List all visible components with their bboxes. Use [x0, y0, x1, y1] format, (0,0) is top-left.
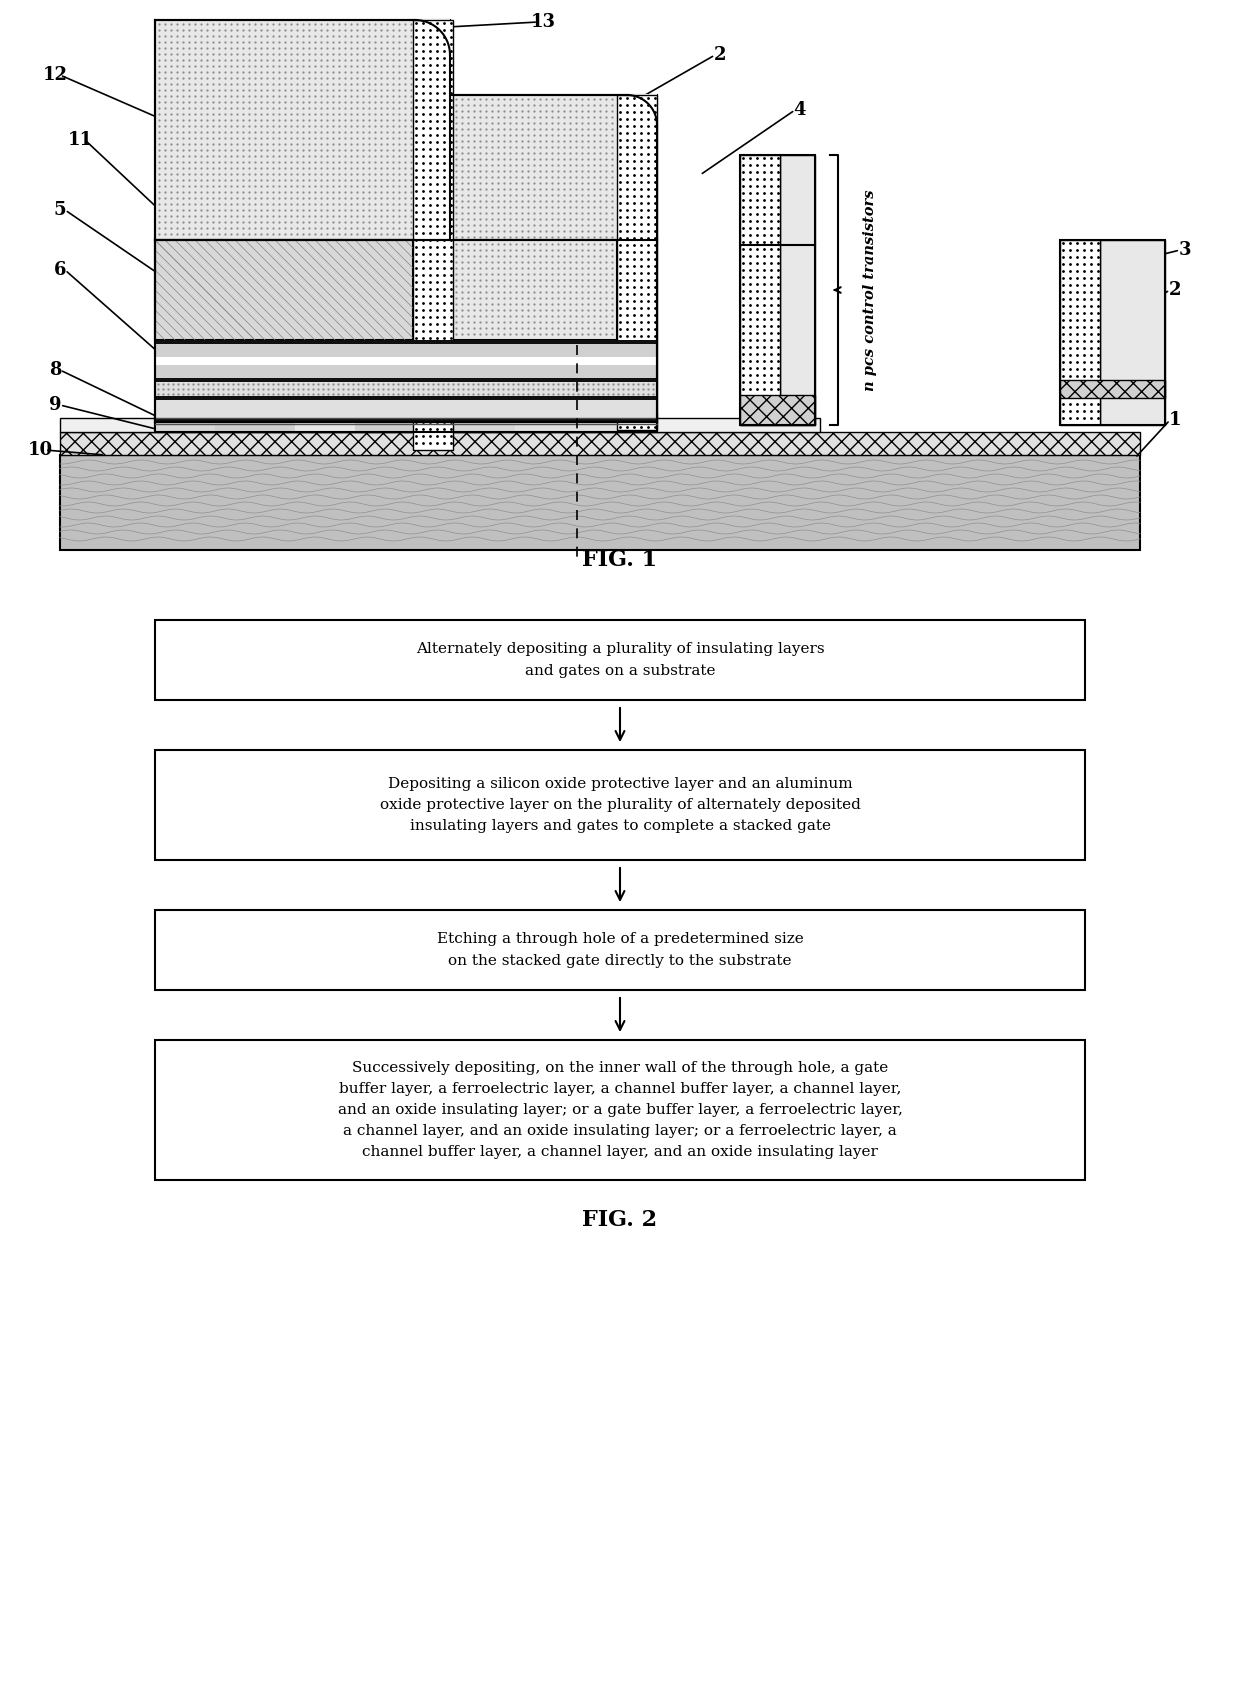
Bar: [1100, 241, 1166, 424]
Bar: [155, 401, 657, 418]
Text: 3: 3: [1179, 241, 1192, 259]
Bar: [155, 20, 450, 241]
Text: 13: 13: [531, 13, 556, 30]
Bar: [355, 414, 435, 433]
Text: 11: 11: [67, 131, 93, 148]
Bar: [740, 155, 780, 424]
Bar: [155, 20, 657, 241]
Bar: [155, 377, 657, 382]
Bar: [155, 382, 657, 396]
Bar: [1060, 241, 1166, 424]
Bar: [60, 418, 820, 433]
Text: FIG. 2: FIG. 2: [583, 1209, 657, 1231]
Bar: [740, 155, 815, 424]
Bar: [740, 396, 815, 424]
Text: 2: 2: [714, 45, 727, 64]
Text: Depositing a silicon oxide protective layer and an aluminum
oxide protective lay: Depositing a silicon oxide protective la…: [379, 776, 861, 834]
Bar: [155, 620, 1085, 701]
Bar: [155, 396, 657, 401]
Bar: [155, 241, 413, 340]
Polygon shape: [415, 20, 450, 56]
Bar: [295, 414, 355, 433]
Bar: [155, 357, 657, 365]
Bar: [780, 155, 815, 424]
Bar: [60, 433, 1140, 455]
Polygon shape: [627, 94, 657, 125]
Text: n pcs control transistors: n pcs control transistors: [863, 189, 877, 391]
Bar: [453, 94, 657, 241]
Bar: [515, 414, 657, 433]
Bar: [155, 909, 1085, 990]
Text: Etching a through hole of a predetermined size
on the stacked gate directly to t: Etching a through hole of a predetermine…: [436, 933, 804, 968]
Bar: [155, 414, 657, 433]
Bar: [155, 241, 657, 423]
Bar: [155, 1041, 1085, 1180]
Text: Successively depositing, on the inner wall of the through hole, a gate
buffer la: Successively depositing, on the inner wa…: [337, 1061, 903, 1159]
Text: 4: 4: [794, 101, 806, 120]
Text: 10: 10: [27, 441, 52, 460]
Text: 2: 2: [1169, 281, 1182, 300]
Text: 5: 5: [53, 200, 66, 219]
Bar: [60, 455, 1140, 551]
Text: Alternately depositing a plurality of insulating layers
and gates on a substrate: Alternately depositing a plurality of in…: [415, 642, 825, 677]
Bar: [155, 365, 657, 377]
Bar: [215, 414, 295, 433]
Bar: [1060, 241, 1100, 424]
Bar: [413, 20, 453, 450]
Bar: [155, 340, 657, 344]
Bar: [435, 414, 515, 433]
Text: 9: 9: [48, 396, 61, 414]
Bar: [155, 749, 1085, 861]
Bar: [155, 414, 215, 433]
Text: FIG. 1: FIG. 1: [583, 549, 657, 571]
Bar: [155, 414, 657, 433]
Text: 6: 6: [53, 261, 66, 280]
Text: 12: 12: [42, 66, 67, 84]
Bar: [155, 344, 657, 357]
Bar: [618, 94, 657, 429]
Bar: [453, 241, 618, 340]
Text: 8: 8: [48, 360, 61, 379]
Bar: [155, 418, 657, 423]
Bar: [1060, 381, 1166, 397]
Text: 1: 1: [1169, 411, 1182, 429]
